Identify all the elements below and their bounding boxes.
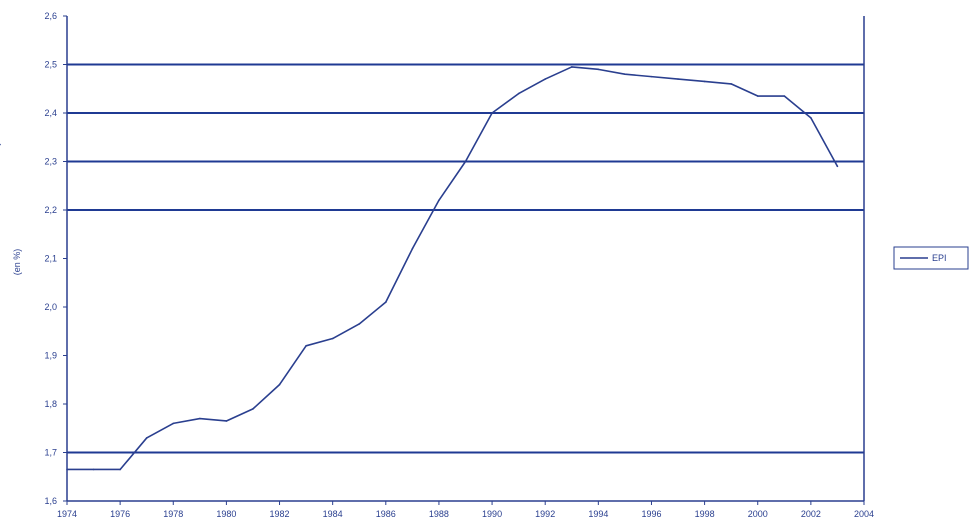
y-axis-label: (en %): [12, 249, 22, 276]
data-point: [570, 66, 573, 68]
data-point: [624, 73, 626, 75]
y-tick-label: 2,4: [44, 108, 57, 118]
data-point: [730, 83, 732, 85]
series: [0, 66, 839, 471]
data-point: [650, 75, 653, 78]
x-tick-label: 1974: [57, 509, 77, 519]
x-tick-label: 1992: [535, 509, 555, 519]
data-point: [358, 323, 361, 325]
data-point: [438, 199, 440, 202]
x-tick-label: 1984: [323, 509, 343, 519]
x-tick-label: 1990: [482, 509, 502, 519]
y-tick-labels: 1,6 1,7 1,8 1,9 2,0 2,1 2,2 2,3 2,4 2,5 2,6: [44, 11, 67, 506]
x-tick-label: 1988: [429, 509, 449, 519]
data-point: [464, 160, 467, 163]
legend-box: [893, 246, 969, 270]
x-tick-label: 2000: [748, 509, 768, 519]
data-point: [172, 422, 175, 425]
y-tick-label: 2,1: [44, 254, 57, 264]
data-point: [411, 248, 414, 250]
data-point: [677, 78, 679, 80]
data-point: [491, 112, 493, 114]
x-tick-labels: 1974 1976 1978 1980 1982 1984 1986 1988 1990 1992…: [57, 501, 874, 519]
x-tick-label: 1982: [270, 509, 290, 519]
data-point: [385, 301, 387, 303]
data-point: [145, 437, 148, 439]
data-point: [703, 80, 706, 83]
y-tick-label: 2,2: [44, 205, 57, 215]
data-point: [544, 78, 546, 80]
x-tick-label: 2002: [801, 509, 821, 519]
x-tick-label: 2004: [854, 509, 874, 519]
data-point: [517, 92, 520, 95]
data-point: [278, 383, 281, 386]
data-point: [331, 337, 334, 340]
x-tick-label: 1994: [588, 509, 608, 519]
data-point: [836, 165, 839, 168]
legend-label-epi: EPI: [932, 253, 947, 263]
x-tick-label: 1976: [110, 509, 130, 519]
legend: EPI: [893, 246, 969, 270]
x-tick-label: 1986: [376, 509, 396, 519]
data-point: [597, 68, 600, 71]
gridlines: [67, 63, 864, 454]
y-tick-label: 1,6: [44, 496, 57, 506]
y-tick-label: 2,3: [44, 157, 57, 167]
data-point: [119, 468, 121, 471]
series-line-epi: [67, 66, 839, 471]
y-tick-label: 2,0: [44, 302, 57, 312]
data-point: [252, 408, 254, 410]
y-tick-label: 1,9: [44, 351, 57, 361]
data-point: [756, 95, 759, 97]
y-tick-label: 2,6: [44, 11, 57, 21]
y-tick-label: 2,5: [44, 60, 57, 70]
y-tick-label: 1,8: [44, 399, 57, 409]
data-point: [199, 417, 201, 420]
data-point: [783, 95, 786, 97]
x-tick-label: 1978: [163, 509, 183, 519]
data-point: [92, 468, 95, 471]
data-point: [66, 468, 68, 471]
y-tick-label: 1,7: [44, 448, 57, 458]
x-tick-label: 1998: [695, 509, 715, 519]
data-point: [305, 345, 307, 347]
data-point: [810, 117, 812, 119]
data-point: [225, 420, 228, 422]
x-tick-label: 1980: [216, 509, 236, 519]
x-tick-label: 1996: [641, 509, 661, 519]
data-point: [0, 143, 1, 146]
axes: [66, 16, 865, 502]
